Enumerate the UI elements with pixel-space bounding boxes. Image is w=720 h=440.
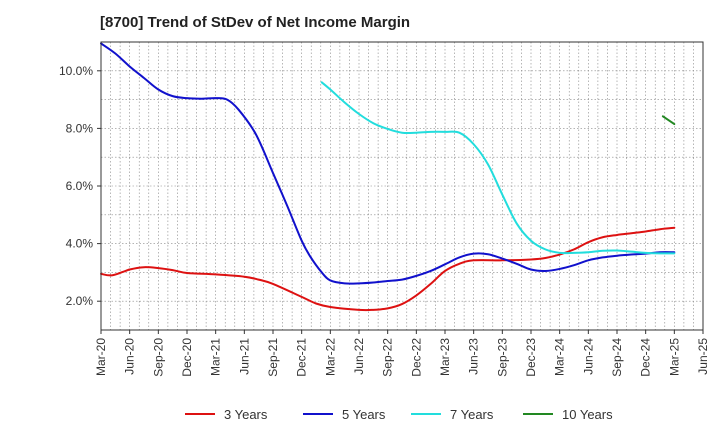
x-tick-label: Mar-24 [553, 338, 567, 376]
x-tick-label: Sep-21 [266, 338, 280, 377]
grid-layer [101, 42, 703, 330]
series-line-10-years [661, 115, 676, 126]
legend-label-5-years: 5 Years [342, 407, 386, 422]
x-tick-label: Mar-21 [209, 338, 223, 376]
x-tick-label: Mar-23 [438, 338, 452, 376]
legend-label-3-years: 3 Years [224, 407, 268, 422]
x-tick-label: Dec-20 [180, 338, 194, 377]
x-tick-label: Mar-22 [323, 338, 337, 376]
x-tick-label: Jun-24 [581, 338, 595, 375]
series-line-5-years [100, 42, 676, 285]
chart-title: [8700] Trend of StDev of Net Income Marg… [100, 14, 411, 31]
series-line-7-years [320, 81, 676, 255]
x-tick-label: Jun-22 [352, 338, 366, 375]
x-tick-label: Jun-25 [696, 338, 710, 375]
x-tick-label: Dec-22 [409, 338, 423, 377]
series-line-3-years [100, 226, 676, 312]
x-tick-label: Sep-20 [151, 338, 165, 377]
y-tick-label: 4.0% [66, 237, 94, 251]
legend: 3 Years 5 Years 7 Years 10 Years [185, 407, 613, 422]
axis-layer: 2.0% 4.0% 6.0% 8.0% 10.0% Mar-20 Jun-20 Sep-20 D… [59, 64, 710, 377]
x-tick-label: Sep-23 [495, 338, 509, 377]
x-tick-label: Jun-20 [123, 338, 137, 375]
series-layer [100, 42, 676, 312]
x-tick-label: Sep-24 [610, 338, 624, 377]
y-tick-label: 10.0% [59, 64, 93, 78]
x-tick-label: Mar-20 [94, 338, 108, 376]
x-tick-label: Dec-21 [295, 338, 309, 377]
y-tick-label: 2.0% [66, 294, 94, 308]
legend-label-10-years: 10 Years [562, 407, 613, 422]
x-tick-label: Sep-22 [381, 338, 395, 377]
x-tick-label: Mar-25 [667, 338, 681, 376]
y-tick-label: 6.0% [66, 179, 94, 193]
x-tick-label: Jun-21 [237, 338, 251, 375]
x-tick-label: Jun-23 [467, 338, 481, 375]
x-tick-label: Dec-24 [639, 338, 653, 377]
legend-label-7-years: 7 Years [450, 407, 494, 422]
y-tick-label: 8.0% [66, 121, 94, 135]
x-tick-label: Dec-23 [524, 338, 538, 377]
